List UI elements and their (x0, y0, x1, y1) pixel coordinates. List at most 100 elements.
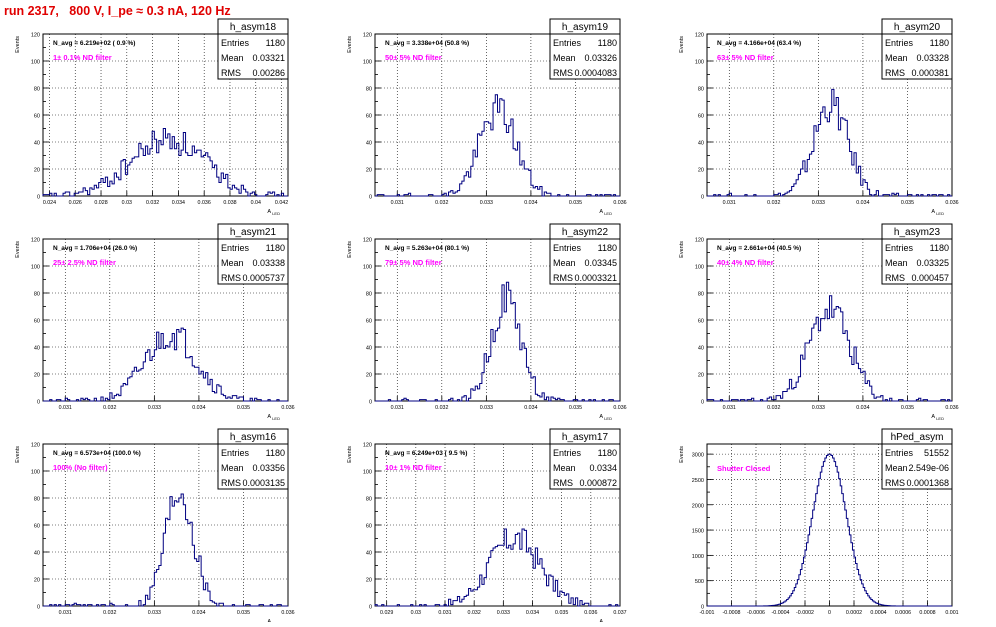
filter-annotation: 25± 2.5% ND filter (53, 258, 116, 267)
x-tick-label: 0.0006 (895, 610, 911, 616)
x-tick-label: 0.033 (148, 405, 161, 411)
stats-label: RMS (885, 68, 905, 78)
x-tick-label: 0.031 (723, 200, 736, 206)
y-tick-label: 120 (363, 238, 372, 244)
y-tick-label: 100 (695, 265, 704, 271)
histogram-panel-h_asym21: 0 20 40 60 80 100 120 0.031 0.032 0.033 0.034 0.035… (15, 223, 295, 421)
y-tick-label: 100 (31, 470, 40, 476)
x-tick-label: 0.035 (901, 200, 914, 206)
x-axis-title-subscript: LED (603, 416, 612, 421)
stats-value: 1180 (266, 38, 285, 48)
stats-label: Mean (221, 258, 244, 268)
y-tick-label: 40 (366, 141, 372, 147)
stats-label: RMS (221, 478, 241, 488)
x-tick-label: 0.031 (391, 200, 404, 206)
stats-title: h_asym16 (230, 432, 277, 443)
x-axis-title: A LED (599, 414, 612, 421)
x-tick-label: 0.034 (192, 610, 205, 616)
stats-value: 51552 (924, 448, 949, 458)
y-tick-label: 80 (366, 87, 372, 93)
y-axis-title: Events (679, 36, 685, 53)
y-axis-title: Events (15, 36, 21, 53)
filter-annotation: 50± 5% ND filter (385, 53, 442, 62)
histogram-series-h_asym19 (375, 94, 620, 197)
stats-value: 1180 (930, 243, 949, 253)
y-tick-label: 40 (698, 141, 704, 147)
histogram-series-hPed_asym (707, 453, 952, 607)
x-axis-title-subscript: LED (935, 416, 944, 421)
y-tick-label: 0 (369, 605, 372, 611)
histogram-panel-h_asym23: 0 20 40 60 80 100 120 0.031 0.032 0.033 0.034 0.035… (679, 223, 959, 421)
stats-value: 1180 (266, 243, 285, 253)
stats-label: Entries (885, 38, 914, 48)
stats-label: Entries (553, 38, 582, 48)
y-tick-label: 80 (34, 292, 40, 298)
x-axis-title: A LED (931, 209, 944, 216)
x-tick-label: 0.029 (380, 610, 393, 616)
stats-box (549, 18, 621, 80)
histogram-panel-h_asym17: 0 20 40 60 80 100 120 0.029 0.03 0.031 0.032 0.033 0… (347, 428, 627, 626)
n-avg-annotation: N_avg = 3.338e+04 (50.8 %) (385, 40, 469, 47)
x-tick-label: 0.031 (59, 610, 72, 616)
y-tick-label: 0 (701, 195, 704, 201)
x-tick-label: 0.036 (198, 200, 211, 206)
x-tick-label: 0.024 (43, 200, 56, 206)
y-tick-label: 40 (34, 141, 40, 147)
y-tick-label: 80 (34, 87, 40, 93)
y-tick-label: 20 (698, 168, 704, 174)
y-tick-label: 80 (366, 292, 372, 298)
stats-value: 0.000872 (579, 478, 617, 488)
filter-annotation: 10± 1% ND filter (385, 463, 442, 472)
stats-title: h_asym22 (562, 227, 609, 238)
y-tick-label: 2500 (692, 478, 704, 484)
x-tick-label: 0.031 (723, 405, 736, 411)
n-avg-annotation: N_avg = 6.249e+03 ( 9.5 %) (385, 450, 467, 457)
y-tick-label: 60 (366, 319, 372, 325)
stats-label: Mean (553, 258, 576, 268)
x-tick-label: 0.034 (172, 200, 185, 206)
x-tick-label: 0.034 (524, 200, 537, 206)
x-tick-label: 0.032 (103, 405, 116, 411)
x-tick-label: 0.031 (391, 405, 404, 411)
filter-annotation: 1± 0.1% ND filter (53, 53, 112, 62)
stats-label: Entries (885, 448, 914, 458)
histogram-series-h_asym21 (43, 327, 288, 402)
y-tick-label: 0 (369, 400, 372, 406)
histogram-panel-h_asym18: 0 20 40 60 80 100 120 0.024 0.026 0.028 0.03 0.032 0… (15, 18, 289, 216)
x-tick-label: 0.031 (438, 610, 451, 616)
x-tick-label: 0.032 (103, 610, 116, 616)
y-tick-label: 40 (698, 346, 704, 352)
y-tick-label: 80 (34, 497, 40, 503)
y-tick-label: 1500 (692, 529, 704, 535)
x-tick-label: 0.034 (856, 405, 869, 411)
x-tick-label: 0.031 (59, 405, 72, 411)
y-tick-label: 20 (34, 373, 40, 379)
stats-box (217, 223, 289, 285)
x-tick-label: 0.036 (613, 405, 626, 411)
x-tick-label: 0.034 (526, 610, 539, 616)
stats-label: Entries (553, 243, 582, 253)
stats-label: RMS (221, 68, 241, 78)
y-tick-label: 60 (698, 319, 704, 325)
stats-value: 0.0004083 (574, 68, 617, 78)
y-tick-label: 40 (366, 346, 372, 352)
x-tick-label: 0.035 (901, 405, 914, 411)
x-tick-label: 0.036 (945, 200, 958, 206)
y-tick-label: 80 (698, 292, 704, 298)
histogram-panel-h_asym19: 0 20 40 60 80 100 120 0.031 0.032 0.033 0.034 0.035… (347, 18, 627, 216)
y-axis-title: Events (679, 446, 685, 463)
x-tick-label: 0.032 (767, 200, 780, 206)
stats-value: 1180 (598, 448, 617, 458)
stats-value: 1180 (930, 38, 949, 48)
y-tick-label: 120 (363, 33, 372, 39)
x-tick-label: -0.0002 (796, 610, 814, 616)
stats-label: Mean (553, 53, 576, 63)
y-tick-label: 120 (31, 443, 40, 449)
x-tick-label: 0.033 (812, 200, 825, 206)
stats-label: RMS (553, 68, 573, 78)
y-tick-label: 60 (366, 114, 372, 120)
x-tick-label: 0.036 (584, 610, 597, 616)
x-tick-label: 0.036 (945, 405, 958, 411)
y-tick-label: 100 (695, 60, 704, 66)
